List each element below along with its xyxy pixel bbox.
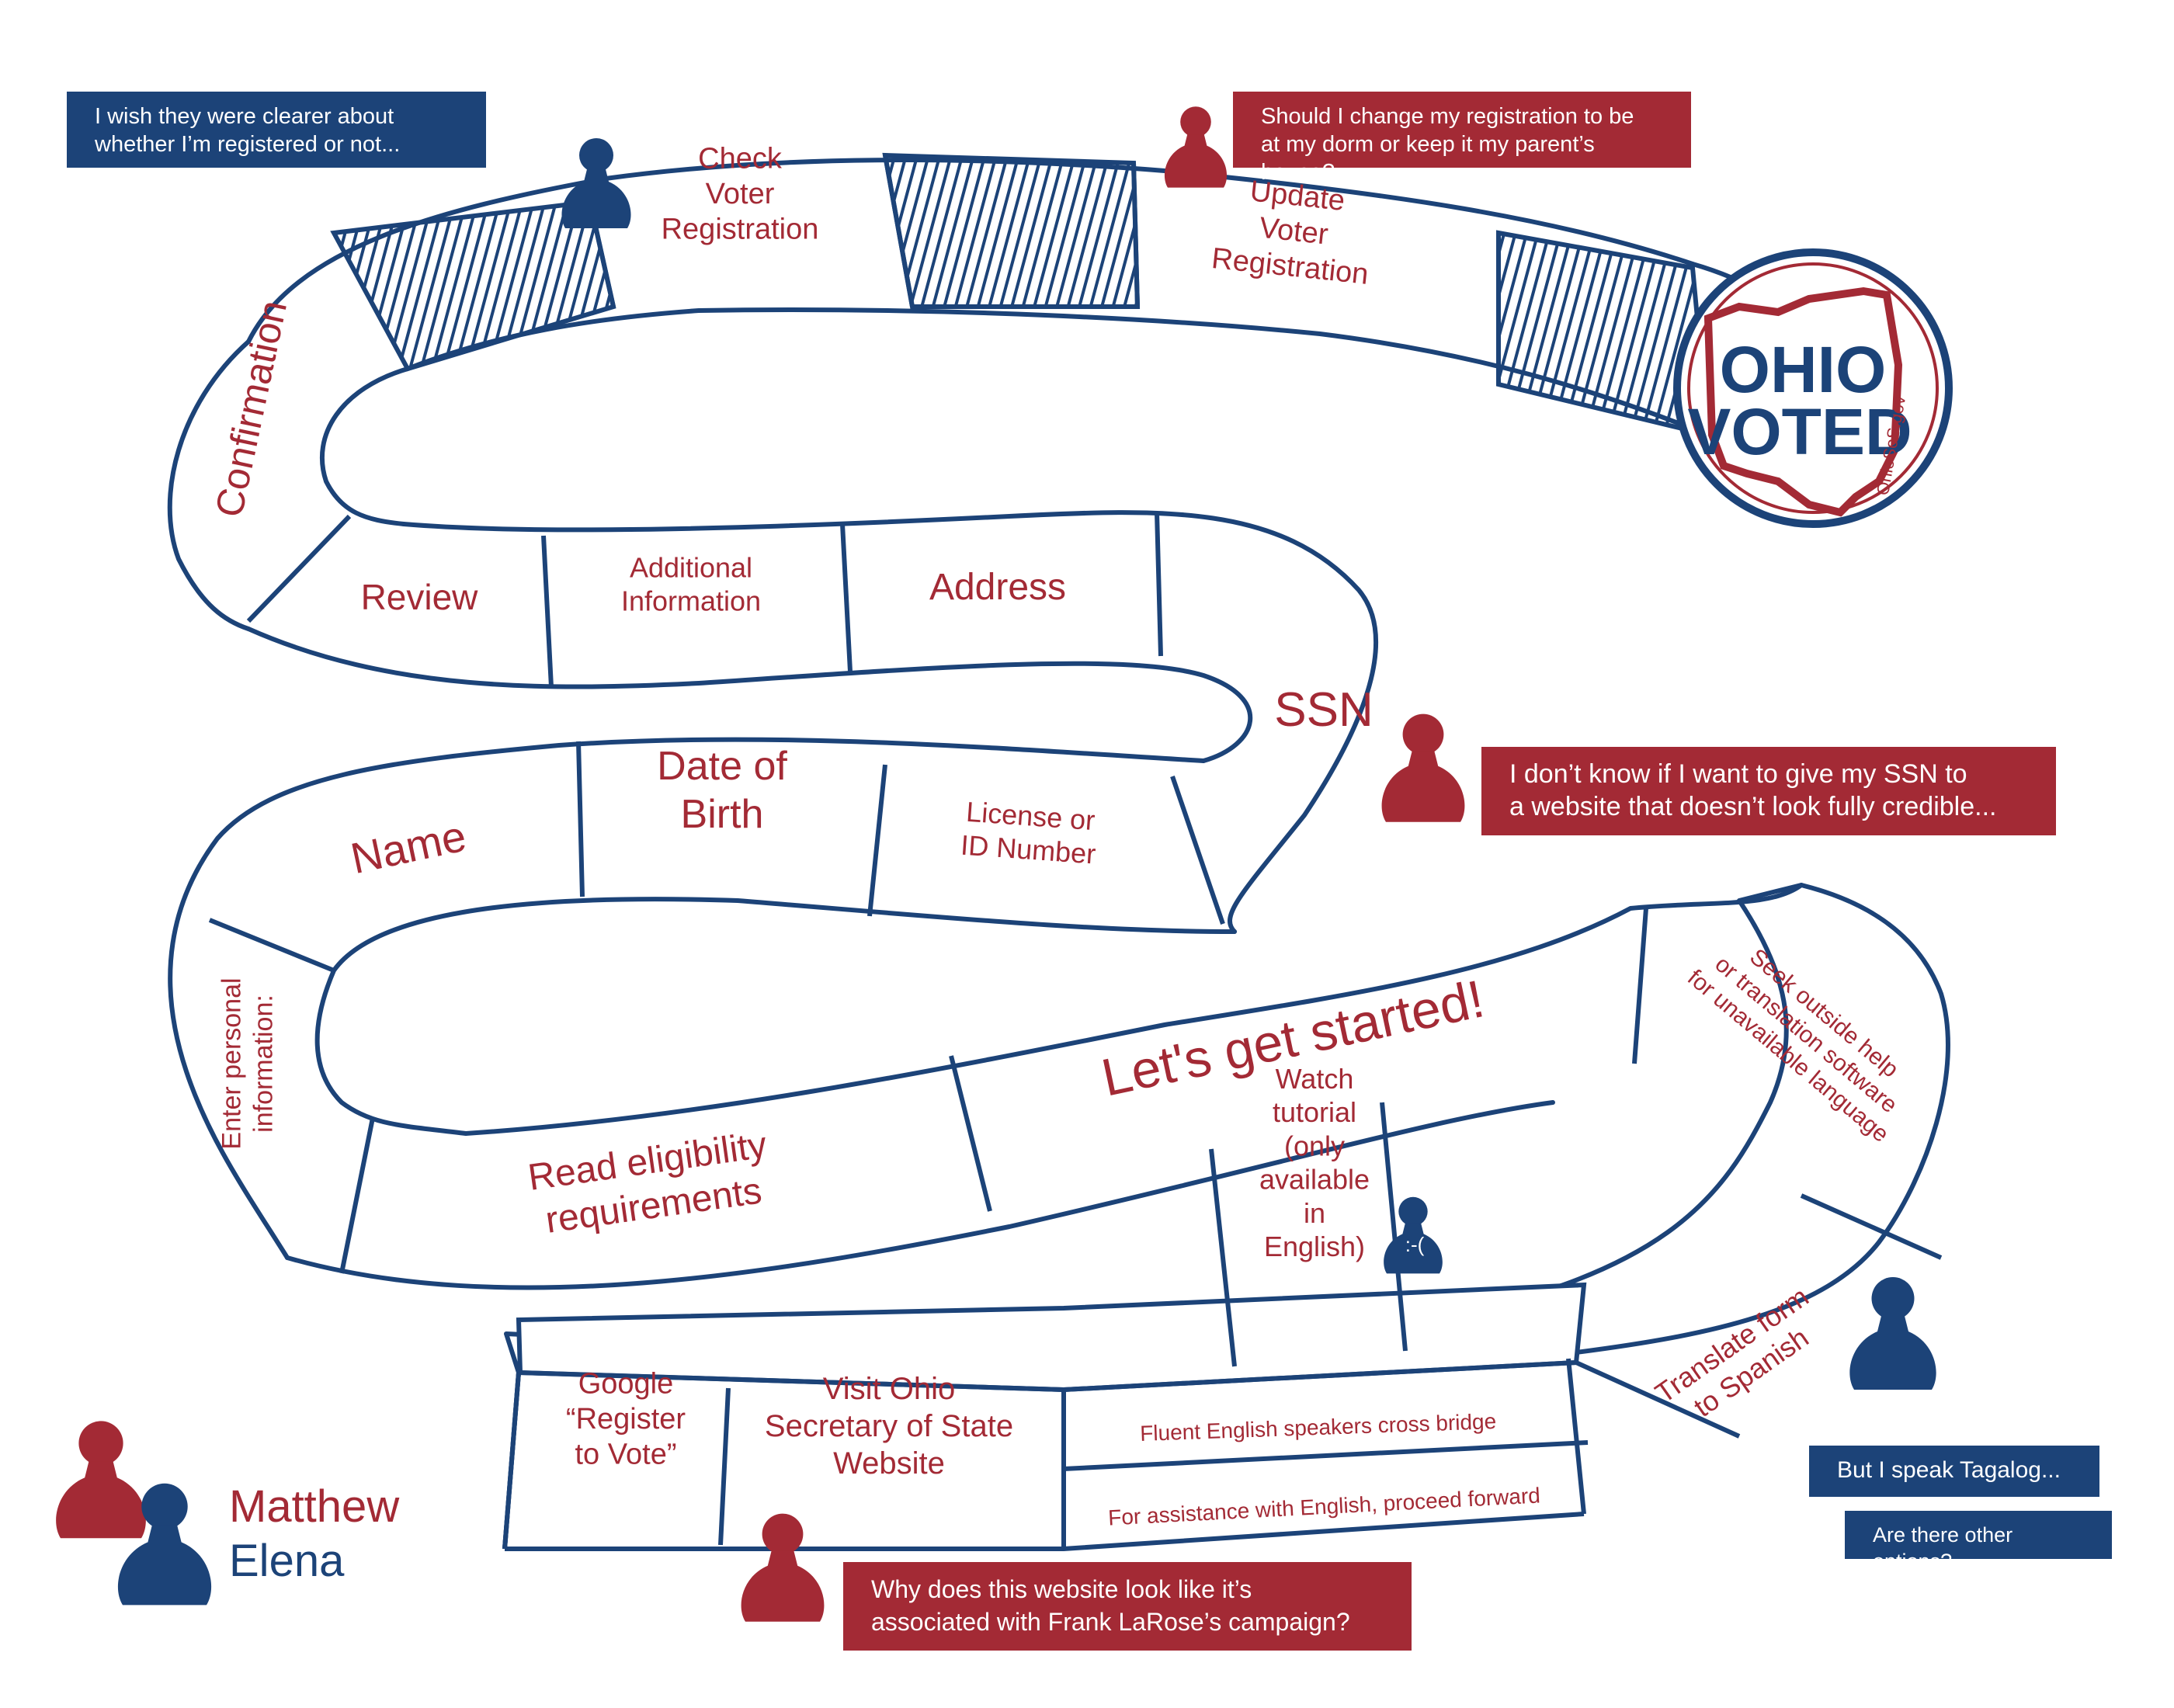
- update-registration-space-label[interactable]: UpdateVoterRegistration: [1210, 172, 1377, 291]
- elena-pawn-translate: [1849, 1277, 1936, 1390]
- bridge-spaces: [516, 1282, 1587, 1393]
- legend-matthew: Matthew: [229, 1481, 400, 1532]
- license-space-label[interactable]: License orID Number: [960, 795, 1099, 870]
- confirmation-space-label[interactable]: Confirmation: [207, 297, 296, 521]
- bubble-ssn: I don’t know if I want to give my SSN to…: [1481, 747, 2056, 835]
- ohio-voted-sticker: OHIO VOTED OhioSoS.gov: [1673, 248, 1953, 528]
- tutorial-space-label[interactable]: Watch tutorial (only available in English): [1259, 1063, 1370, 1262]
- additional-info-space-label[interactable]: Additional Information: [621, 551, 761, 616]
- name-space-label[interactable]: Name: [346, 811, 470, 884]
- bubble-campaign: Why does this website look like it’s ass…: [843, 1562, 1412, 1651]
- bubble-registered: I wish they were clearer about whether I…: [67, 92, 486, 168]
- board-path: [504, 883, 1950, 1375]
- start-border: [502, 1372, 521, 1550]
- google-space-label[interactable]: Google “Register to Vote”: [566, 1367, 686, 1470]
- legend-matthew-pawn: [56, 1421, 146, 1539]
- matthew-pawn-ssn: [1381, 713, 1465, 822]
- bridge-top-label[interactable]: Fluent English speakers cross bridge: [1140, 1409, 1497, 1446]
- bubble-other-options: Are there other options?: [1845, 1511, 2112, 1573]
- check-registration-space-label[interactable]: Check Voter Registration: [662, 142, 819, 245]
- legend-elena: Elena: [229, 1536, 345, 1586]
- sad-face-text: :-(: [1405, 1233, 1425, 1256]
- matthew-pawn-start: [741, 1513, 825, 1622]
- review-space-label[interactable]: Review: [361, 577, 479, 617]
- ohio-outline-icon: [1703, 286, 1903, 517]
- matthew-pawn-update: [1164, 106, 1228, 188]
- bubble-tagalog: But I speak Tagalog...: [1809, 1446, 2099, 1497]
- sticker-ohio-text: OHIO: [1720, 333, 1887, 406]
- visit-website-space-label[interactable]: Visit Ohio Secretary of State Website: [765, 1372, 1013, 1481]
- ssn-space-label[interactable]: SSN: [1274, 683, 1373, 737]
- enter-info-label: Enter personalinformation:: [217, 977, 279, 1149]
- sticker-voted-text: VOTED: [1687, 395, 1912, 468]
- address-space-label[interactable]: Address: [929, 567, 1066, 608]
- hatched-spaces: [330, 152, 1711, 438]
- bubble-dorm: Should I change my registration to be at…: [1233, 92, 1691, 185]
- dob-space-label[interactable]: Date of Birth: [657, 744, 787, 837]
- eligibility-space-label[interactable]: Read eligibilityrequirements: [526, 1124, 776, 1243]
